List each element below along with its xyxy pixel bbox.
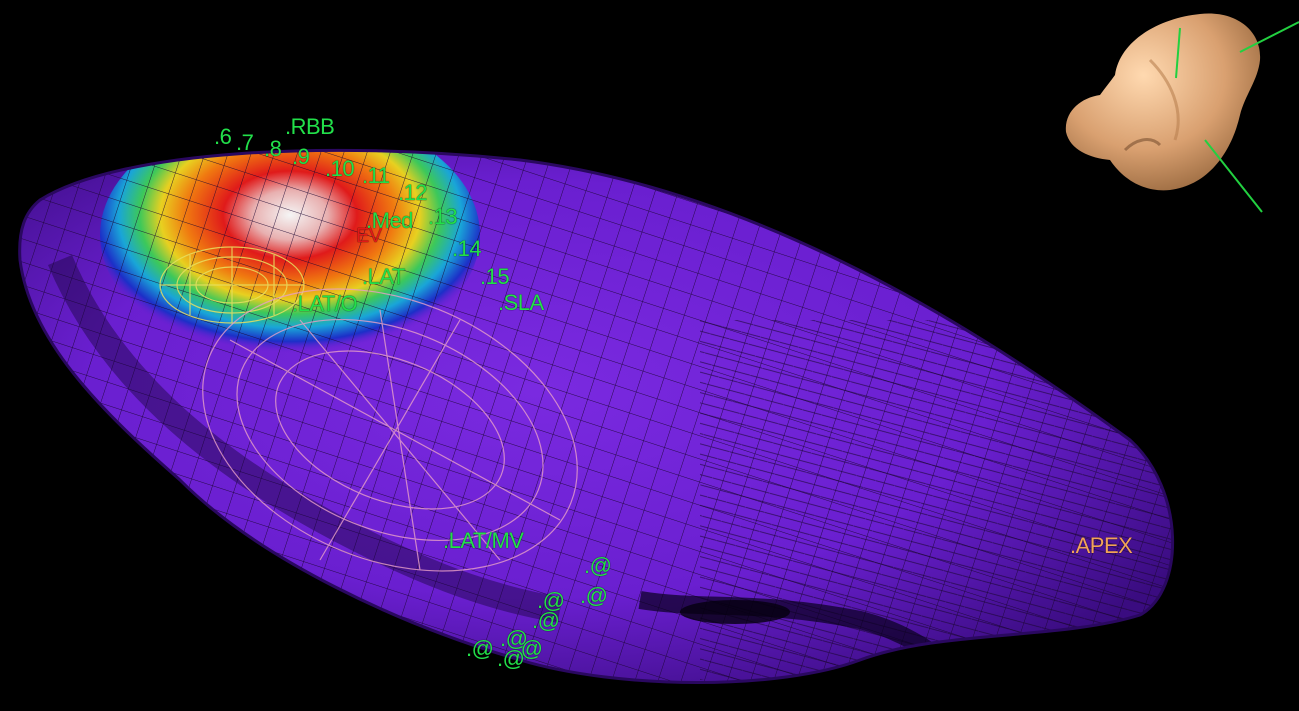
mitral-valve-ring bbox=[202, 288, 578, 572]
point-label-lat-o[interactable]: .LAT/O bbox=[292, 291, 358, 316]
point-label-lat-mv[interactable]: .LAT/MV bbox=[443, 528, 524, 553]
point-label-9[interactable]: .9 bbox=[292, 144, 310, 169]
point-label-7[interactable]: .7 bbox=[236, 130, 254, 155]
point-label-apex[interactable]: .APEX bbox=[1070, 533, 1133, 558]
ablation-marker[interactable]: .@ bbox=[500, 626, 528, 651]
ablation-marker[interactable]: .@ bbox=[532, 608, 560, 633]
point-label-11[interactable]: .11 bbox=[362, 163, 390, 188]
point-label-14[interactable]: .14 bbox=[452, 236, 482, 261]
heart-orientation-icon[interactable] bbox=[1065, 13, 1299, 213]
marker-label: EV bbox=[356, 225, 382, 247]
ablation-marker[interactable]: .@ bbox=[466, 636, 494, 661]
point-label-rbb[interactable]: .RBB bbox=[285, 114, 335, 139]
ablation-marker[interactable]: .@ bbox=[515, 636, 543, 661]
point-label-8[interactable]: .8 bbox=[264, 136, 282, 161]
ablation-marker[interactable]: .@ bbox=[580, 583, 608, 608]
point-label-10[interactable]: .10 bbox=[325, 156, 355, 181]
ventricle-surface[interactable] bbox=[0, 100, 1200, 711]
ablation-marker[interactable]: .@ bbox=[537, 588, 565, 613]
point-label-med[interactable]: .Med bbox=[366, 208, 413, 233]
point-label-15[interactable]: .15 bbox=[480, 264, 510, 289]
point-label-lat[interactable]: .LAT bbox=[362, 264, 405, 289]
point-label-12[interactable]: .12 bbox=[398, 180, 428, 205]
ablation-marker[interactable]: .@ bbox=[497, 646, 525, 671]
ablation-marker[interactable]: .@ bbox=[584, 553, 612, 578]
point-label-13[interactable]: .13 bbox=[428, 204, 458, 229]
point-label-sla[interactable]: .SLA bbox=[498, 290, 544, 315]
point-label-6[interactable]: .6 bbox=[214, 124, 232, 149]
aortic-valve-ring bbox=[159, 246, 305, 324]
